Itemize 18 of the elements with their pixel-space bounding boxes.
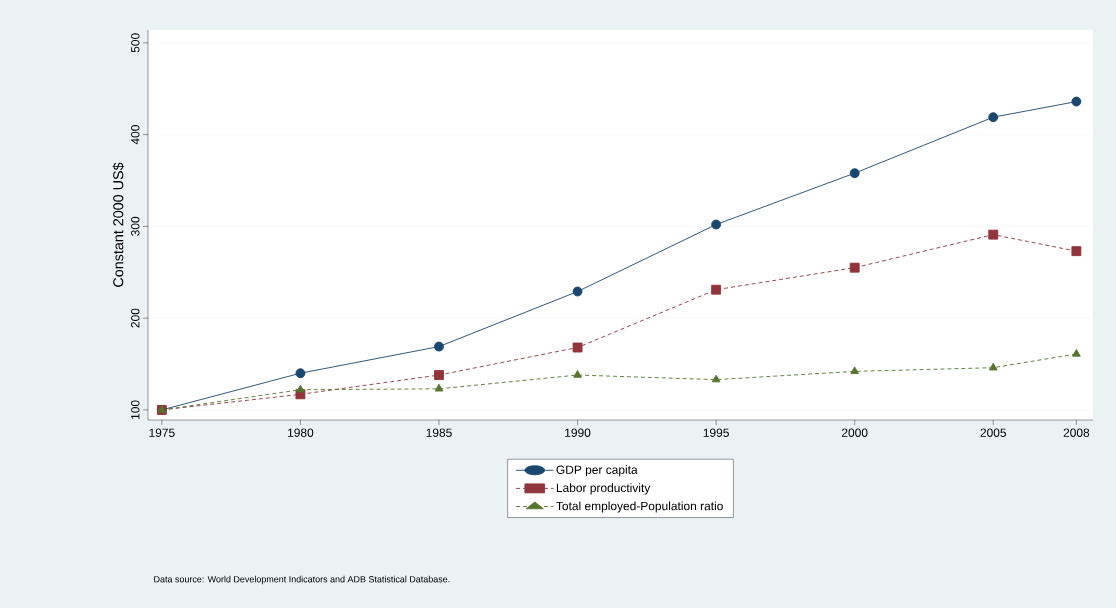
x-tick-label: 1990 xyxy=(565,428,591,437)
x-tick-label: 1985 xyxy=(426,428,452,437)
legend-label: Labor productivity xyxy=(556,483,651,495)
y-tick-label: 100 xyxy=(131,400,140,419)
legend-label: Total employed-Population ratio xyxy=(556,501,723,513)
y-tick-label: 400 xyxy=(131,125,140,145)
y-tick-label: 300 xyxy=(131,216,140,236)
x-tick-label: 2000 xyxy=(841,428,868,437)
x-tick-label: 1980 xyxy=(288,428,314,437)
source-note: Data source: World Development Indicators and ADB Statistical Database. xyxy=(154,575,450,585)
x-tick-label: 2005 xyxy=(980,428,1007,437)
y-axis-title: Constant 2000 US$ xyxy=(112,162,125,287)
legend-label: GDP per capita xyxy=(556,465,638,477)
x-tick-label: 1995 xyxy=(703,428,729,437)
y-tick-label: 500 xyxy=(131,33,140,53)
y-tick-label: 200 xyxy=(131,308,140,328)
x-tick-label: 2008 xyxy=(1063,428,1090,437)
x-tick-label: 1975 xyxy=(149,428,175,437)
